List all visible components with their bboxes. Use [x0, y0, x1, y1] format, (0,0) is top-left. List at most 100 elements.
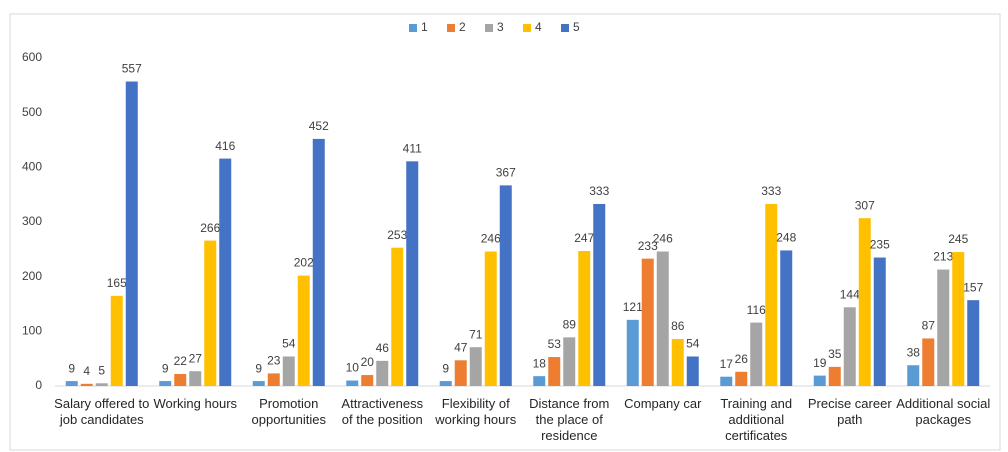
- data-label: 87: [922, 319, 936, 333]
- bar: [391, 247, 404, 386]
- bar: [735, 371, 748, 386]
- data-label: 17: [720, 357, 734, 371]
- legend-label: 4: [535, 20, 542, 34]
- data-label: 416: [215, 139, 235, 153]
- bar: [297, 275, 310, 386]
- data-label: 367: [496, 166, 516, 180]
- data-label: 411: [403, 141, 422, 155]
- bar: [922, 338, 935, 386]
- bar: [843, 307, 856, 386]
- data-label: 245: [948, 232, 968, 246]
- bar: [656, 251, 669, 386]
- legend-label: 2: [459, 20, 466, 34]
- y-tick-label: 100: [22, 324, 42, 338]
- bar: [578, 250, 591, 386]
- data-label: 452: [309, 119, 329, 133]
- legend-label: 3: [497, 20, 504, 34]
- data-label: 213: [933, 250, 953, 264]
- bar: [533, 376, 546, 386]
- x-tick-label: Precise career path: [807, 396, 892, 427]
- bar: [361, 375, 374, 386]
- bar: [548, 357, 561, 386]
- bar: [641, 258, 654, 386]
- legend-label: 5: [573, 20, 580, 34]
- y-tick-label: 500: [22, 105, 42, 119]
- x-tick-label: Training and additional certificates: [720, 396, 793, 443]
- y-tick-label: 400: [22, 160, 42, 174]
- bar: [204, 240, 217, 386]
- bar: [813, 375, 826, 386]
- data-label: 246: [481, 232, 501, 246]
- bar: [937, 269, 950, 386]
- x-tick-label: Salary offered to job candidates: [54, 396, 150, 427]
- data-label: 9: [162, 361, 169, 375]
- bar: [720, 376, 733, 386]
- data-label: 18: [533, 356, 547, 370]
- x-tick-label: Promotion opportunities: [251, 396, 326, 427]
- bar: [65, 381, 78, 386]
- data-label: 27: [189, 351, 203, 365]
- y-tick-label: 200: [22, 269, 42, 283]
- bar: [159, 381, 172, 386]
- bar: [671, 338, 684, 386]
- bar: [469, 347, 482, 386]
- bar: [346, 380, 359, 386]
- y-tick-label: 600: [22, 50, 42, 64]
- bar: [439, 381, 452, 386]
- x-tick-label: Distance from the place of residence: [529, 396, 610, 443]
- data-label: 9: [255, 361, 262, 375]
- bar: [952, 252, 965, 386]
- bar: [110, 295, 123, 386]
- bar: [125, 81, 138, 387]
- data-label: 116: [747, 303, 766, 317]
- data-label: 54: [282, 337, 296, 351]
- data-label: 5: [98, 363, 105, 377]
- bar: [858, 218, 871, 386]
- data-label: 46: [376, 341, 390, 355]
- chart-frame: [9, 13, 1001, 451]
- data-label: 53: [548, 337, 562, 351]
- data-label: 253: [387, 228, 407, 242]
- y-tick-label: 0: [35, 378, 42, 392]
- legend-swatch: [485, 24, 493, 32]
- bar: [406, 161, 419, 386]
- bar: [267, 373, 280, 386]
- legend-swatch: [561, 24, 569, 32]
- data-label: 266: [200, 221, 220, 235]
- data-label: 38: [907, 345, 921, 359]
- data-label: 307: [855, 198, 875, 212]
- data-label: 233: [638, 239, 658, 253]
- x-tick-label: Company car: [624, 396, 702, 411]
- x-tick-label: Flexibility of working hours: [435, 396, 517, 427]
- bar: [219, 158, 232, 386]
- data-label: 333: [589, 184, 609, 198]
- bar: [282, 356, 295, 386]
- data-label: 247: [574, 231, 594, 245]
- data-label: 333: [761, 184, 781, 198]
- x-tick-label: Attractiveness of the position: [341, 396, 424, 427]
- data-label: 22: [174, 354, 188, 368]
- data-label: 248: [776, 231, 796, 245]
- data-label: 144: [840, 287, 860, 301]
- bar: [563, 337, 576, 386]
- bar: [780, 250, 793, 386]
- legend-swatch: [409, 24, 417, 32]
- bar: [174, 373, 187, 386]
- data-label: 157: [963, 280, 983, 294]
- legend-swatch: [447, 24, 455, 32]
- data-label: 557: [122, 62, 142, 76]
- bar: [376, 360, 389, 386]
- data-label: 202: [294, 256, 314, 270]
- data-label: 35: [828, 347, 842, 361]
- data-label: 86: [671, 319, 685, 333]
- bar: [95, 383, 108, 386]
- bar: [312, 138, 325, 386]
- data-label: 246: [653, 232, 673, 246]
- data-label: 71: [469, 327, 483, 341]
- bar: [765, 203, 778, 386]
- data-label: 10: [346, 361, 360, 375]
- bar: [484, 251, 497, 386]
- data-label: 4: [83, 364, 90, 378]
- data-label: 20: [361, 355, 375, 369]
